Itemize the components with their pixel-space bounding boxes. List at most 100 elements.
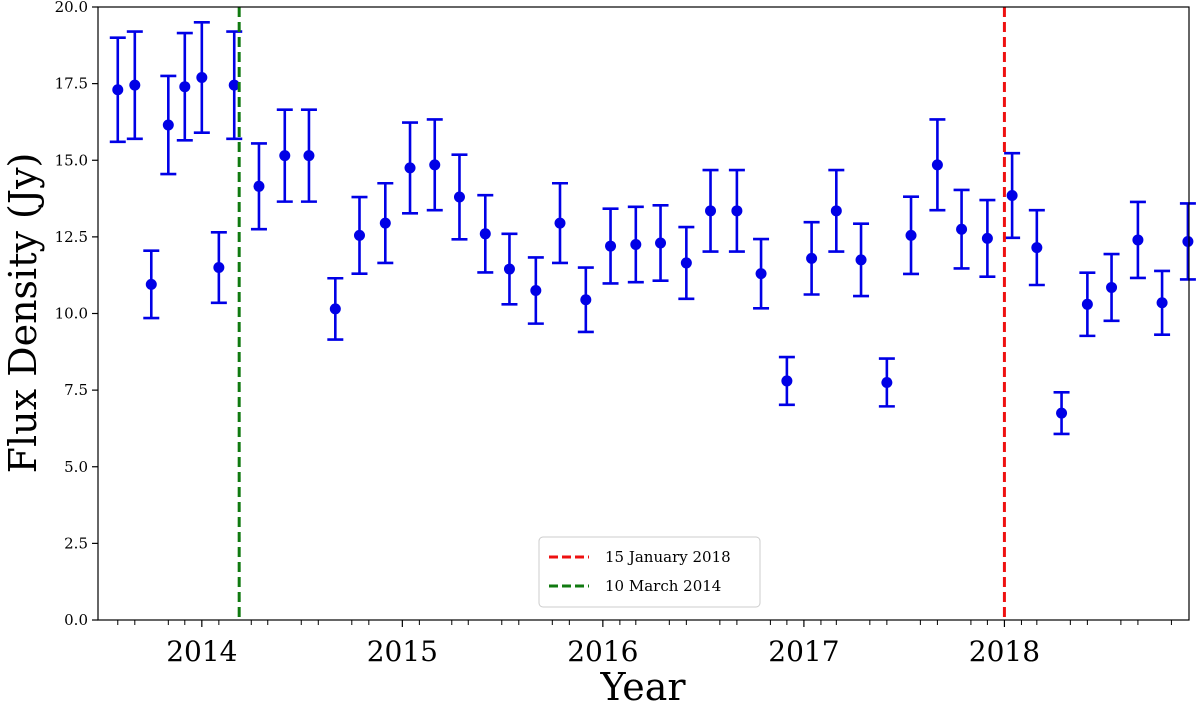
data-point [853, 222, 870, 298]
marker [731, 205, 743, 217]
data-point [250, 142, 267, 231]
data-points [109, 21, 1196, 436]
marker [655, 237, 667, 249]
data-point [1129, 200, 1146, 280]
marker [479, 228, 491, 240]
data-point [402, 121, 419, 215]
legend-item: 15 January 2018 [549, 548, 731, 566]
y-tick-label: 2.5 [64, 534, 88, 552]
legend-label: 15 January 2018 [605, 548, 731, 566]
marker [179, 81, 191, 93]
marker [830, 205, 842, 217]
data-point [953, 188, 970, 270]
marker [1006, 189, 1018, 201]
marker [1106, 281, 1118, 293]
plot-frame [97, 6, 1190, 621]
data-point [728, 168, 745, 253]
marker [530, 285, 542, 297]
y-axis: 0.0 2.5 5.0 7.5 10.0 12.5 15.0 17.5 20.0 [55, 0, 98, 629]
marker [680, 257, 692, 269]
x-tick-label: 2015 [367, 635, 438, 668]
data-point [577, 266, 594, 334]
marker [353, 229, 365, 241]
y-tick-label: 20.0 [55, 0, 88, 16]
marker [630, 239, 642, 251]
data-point [828, 168, 845, 253]
x-axis: 2014 2015 2016 2017 2018 [117, 620, 1172, 668]
x-tick-label: 2018 [969, 635, 1040, 668]
marker [705, 205, 717, 217]
data-point [678, 225, 695, 301]
marker [605, 240, 617, 252]
data-point [652, 204, 669, 283]
data-point [1004, 151, 1021, 240]
marker [931, 159, 943, 171]
legend-box [538, 536, 761, 608]
data-point [477, 193, 494, 274]
data-point [109, 36, 126, 144]
legend: 15 January 2018 10 March 2014 [538, 536, 761, 608]
y-tick-label: 7.5 [64, 381, 88, 399]
marker [981, 232, 993, 244]
data-point [1179, 202, 1196, 281]
marker [228, 79, 240, 91]
data-point [300, 108, 317, 203]
marker [554, 217, 566, 229]
marker [1056, 407, 1068, 419]
data-point [451, 153, 468, 241]
data-point [160, 74, 177, 176]
marker [503, 263, 515, 275]
marker [279, 150, 291, 162]
data-point [327, 276, 344, 341]
marker [404, 162, 416, 174]
data-point [803, 220, 820, 296]
data-point [126, 30, 143, 141]
data-point [351, 195, 368, 275]
y-axis-label: Flux Density (Jy) [1, 153, 45, 474]
marker [806, 252, 818, 264]
legend-label: 10 March 2014 [605, 577, 721, 595]
marker [1132, 234, 1144, 246]
marker [329, 303, 341, 315]
data-point [377, 181, 394, 265]
data-point [753, 237, 770, 310]
marker [855, 254, 867, 266]
marker [580, 294, 592, 306]
y-tick-label: 10.0 [55, 305, 88, 323]
marker [112, 84, 124, 96]
y-tick-label: 12.5 [55, 228, 88, 246]
data-point [143, 249, 160, 320]
data-point [276, 108, 293, 203]
data-point [979, 198, 996, 279]
legend-item: 10 March 2014 [549, 577, 721, 595]
marker [379, 217, 391, 229]
marker [1081, 298, 1093, 310]
data-point [527, 256, 544, 325]
data-point [903, 195, 920, 276]
data-point [1079, 271, 1096, 338]
marker [213, 262, 225, 274]
marker [781, 375, 793, 387]
reference-lines [237, 7, 1006, 620]
data-point [426, 118, 443, 212]
data-point [878, 357, 895, 408]
marker [1182, 235, 1194, 247]
marker [905, 229, 917, 241]
data-point [702, 168, 719, 253]
marker [162, 119, 174, 131]
data-point [778, 355, 795, 407]
marker [129, 79, 141, 91]
marker [429, 159, 441, 171]
marker [755, 268, 767, 280]
data-point [627, 205, 644, 284]
data-point [1053, 390, 1070, 436]
data-point [602, 207, 619, 285]
data-point [1154, 269, 1171, 336]
data-point [929, 118, 946, 212]
x-tick-label: 2014 [166, 635, 237, 668]
data-point [193, 21, 210, 134]
marker [956, 223, 968, 235]
x-tick-label: 2016 [567, 635, 638, 668]
data-point [176, 31, 193, 142]
